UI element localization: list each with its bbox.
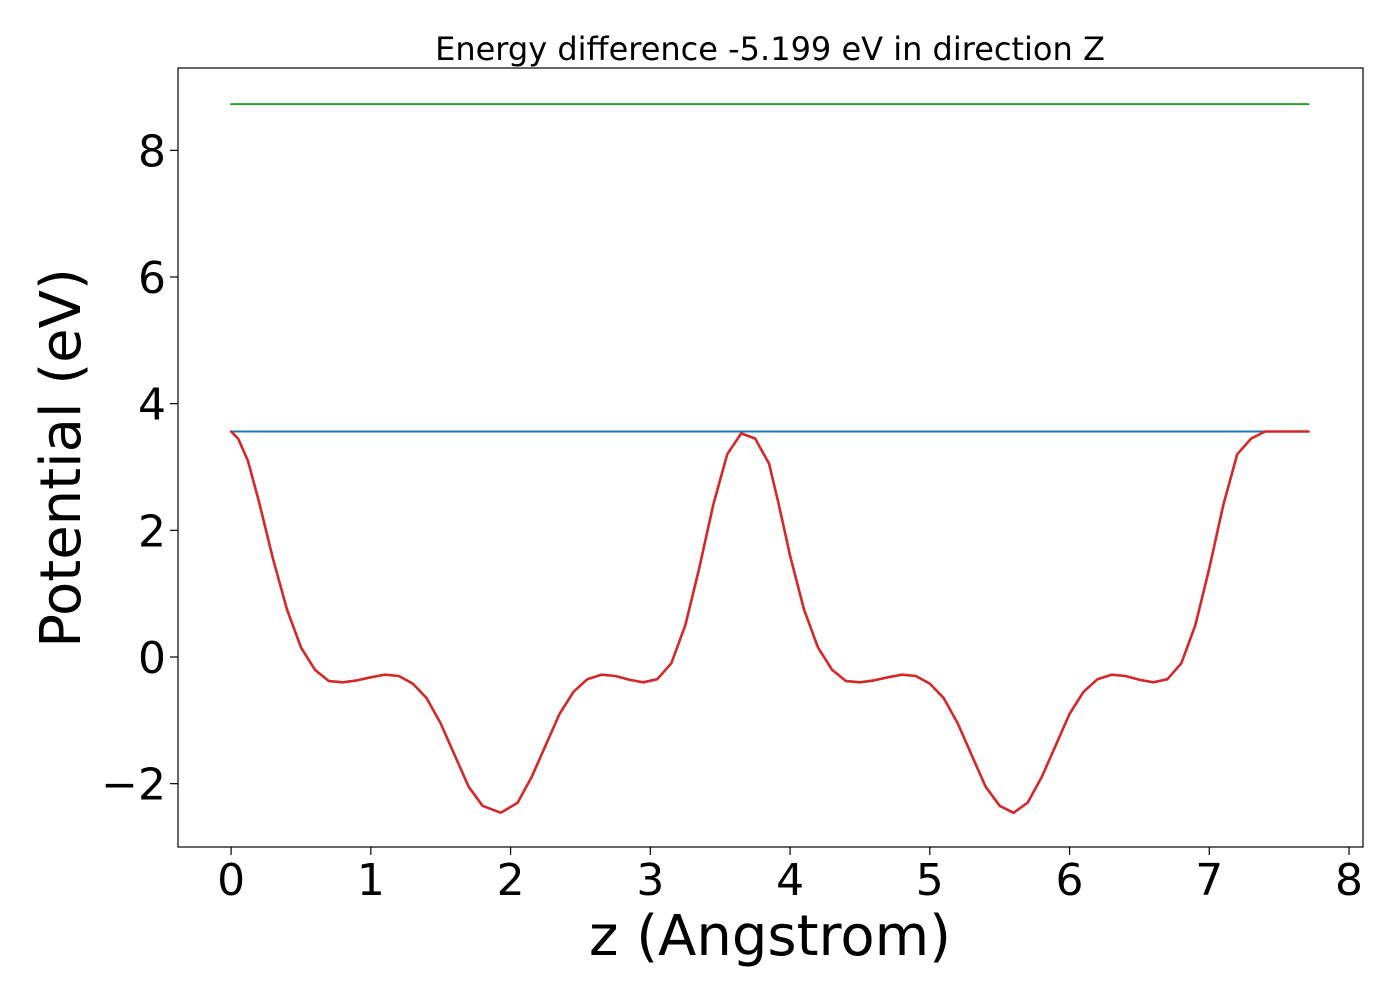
- x-tick-label: 7: [1195, 855, 1223, 906]
- x-tick-label: 1: [357, 855, 385, 906]
- chart-title: Energy difference -5.199 eV in direction…: [435, 30, 1105, 68]
- x-tick-label: 3: [636, 855, 664, 906]
- x-tick-label: 0: [217, 855, 245, 906]
- series-line-red: [229, 430, 1310, 815]
- y-tick-label: 8: [138, 126, 166, 177]
- x-tick-label: 4: [776, 855, 804, 906]
- series-layer: [229, 103, 1310, 815]
- y-tick-label: 2: [138, 506, 166, 557]
- y-axis-label: Potential (eV): [29, 268, 94, 648]
- x-axis-label: z (Angstrom): [589, 904, 951, 969]
- x-tick-label: 6: [1056, 855, 1084, 906]
- y-tick-label: 4: [138, 380, 166, 431]
- x-axis-ticks: 0 1 2 3 4 5 6 7 8: [217, 847, 1363, 906]
- x-tick-label: 5: [916, 855, 944, 906]
- y-axis-ticks: −2 0 2 4 6 8: [101, 126, 178, 811]
- y-tick-label: −2: [101, 760, 166, 811]
- plot-area-frame: [177, 67, 1364, 848]
- y-tick-label: 0: [138, 633, 166, 684]
- x-tick-label: 8: [1335, 855, 1363, 906]
- x-tick-label: 2: [497, 855, 525, 906]
- y-tick-label: 6: [138, 253, 166, 304]
